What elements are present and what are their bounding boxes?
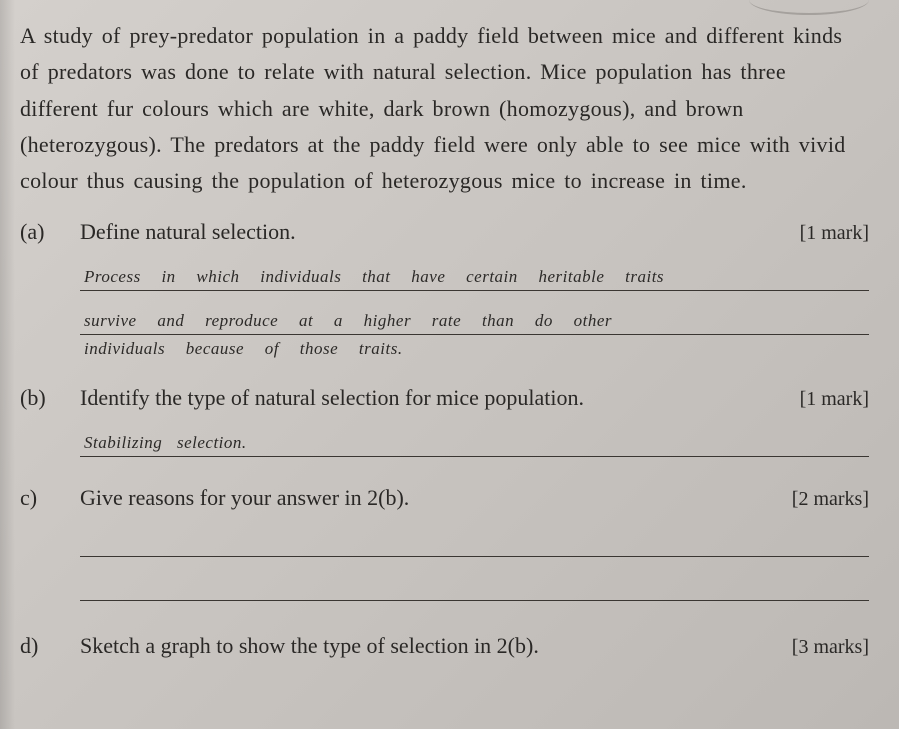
page-curl (749, 0, 869, 15)
question-label-b: (b) (20, 385, 80, 411)
question-b: (b) Identify the type of natural selecti… (20, 385, 869, 457)
question-c: c) Give reasons for your answer in 2(b).… (20, 485, 869, 601)
marks-d: [3 marks] (792, 636, 869, 659)
question-label-a: (a) (20, 219, 80, 245)
marks-a: [1 mark] (800, 222, 869, 245)
question-text-a: Define natural selection. (80, 219, 296, 245)
answer-line (80, 519, 869, 557)
question-text-c: Give reasons for your answer in 2(b). (80, 485, 409, 511)
handwritten-answer: survive and reproduce at a higher rate t… (84, 311, 612, 331)
page-shadow (0, 0, 15, 729)
handwritten-answer: Stabilizing selection. (84, 433, 247, 453)
question-text-b: Identify the type of natural selection f… (80, 385, 584, 411)
answer-line: Process in which individuals that have c… (80, 253, 869, 291)
answer-line (80, 563, 869, 601)
question-a: (a) Define natural selection. [1 mark] P… (20, 219, 869, 367)
question-text-d: Sketch a graph to show the type of selec… (80, 633, 539, 659)
handwritten-answer: Process in which individuals that have c… (84, 267, 664, 287)
marks-b: [1 mark] (800, 388, 869, 411)
answer-line: Stabilizing selection. (80, 419, 869, 457)
question-label-c: c) (20, 485, 80, 511)
handwritten-answer: individuals because of those traits. (84, 339, 403, 359)
answer-overflow: individuals because of those traits. (80, 337, 869, 367)
question-d: d) Sketch a graph to show the type of se… (20, 633, 869, 659)
intro-paragraph: A study of prey-predator population in a… (20, 18, 869, 199)
marks-c: [2 marks] (792, 488, 869, 511)
answer-line: survive and reproduce at a higher rate t… (80, 297, 869, 335)
question-label-d: d) (20, 633, 80, 659)
